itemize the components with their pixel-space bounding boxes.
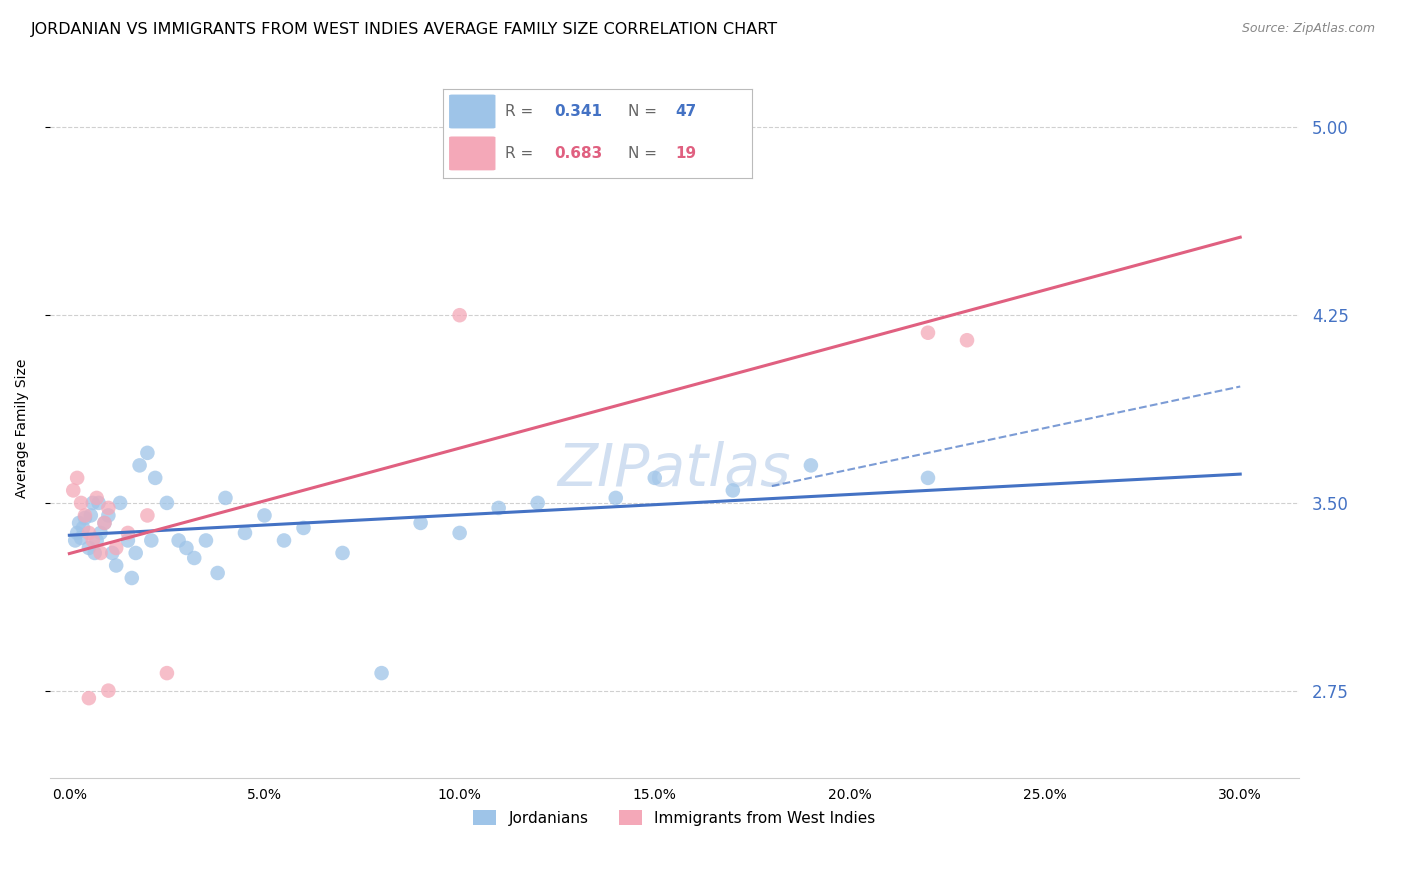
Point	[77, 525, 100, 540]
Point	[70, 531, 93, 545]
Text: N =: N =	[628, 104, 662, 119]
Text: 0.341: 0.341	[554, 104, 602, 119]
Text: R =: R =	[505, 146, 538, 161]
Point	[956, 333, 979, 347]
Point	[917, 471, 939, 485]
Point	[156, 666, 179, 681]
Point	[194, 533, 217, 548]
Point	[77, 691, 100, 706]
Point	[721, 483, 744, 498]
Point	[93, 516, 115, 530]
Text: 47: 47	[675, 104, 696, 119]
Point	[82, 533, 104, 548]
Point	[66, 471, 89, 485]
Point	[125, 546, 148, 560]
Point	[449, 525, 471, 540]
Point	[86, 491, 108, 505]
Text: Source: ZipAtlas.com: Source: ZipAtlas.com	[1241, 22, 1375, 36]
Point	[105, 541, 128, 555]
Point	[97, 683, 120, 698]
Point	[93, 516, 115, 530]
Point	[66, 525, 89, 540]
Point	[77, 541, 100, 555]
Point	[73, 508, 96, 523]
Point	[97, 508, 120, 523]
Point	[526, 496, 548, 510]
Point	[207, 566, 229, 580]
Point	[80, 508, 103, 523]
Text: 0.683: 0.683	[554, 146, 603, 161]
Text: 19: 19	[675, 146, 696, 161]
Point	[72, 521, 94, 535]
Point	[917, 326, 939, 340]
Point	[370, 666, 392, 681]
Point	[128, 458, 150, 473]
Point	[117, 533, 139, 548]
Point	[70, 496, 93, 510]
Point	[156, 496, 179, 510]
Point	[136, 508, 159, 523]
Point	[136, 446, 159, 460]
Text: R =: R =	[505, 104, 538, 119]
Point	[644, 471, 666, 485]
Point	[97, 500, 120, 515]
Point	[101, 546, 124, 560]
Point	[90, 546, 112, 560]
Point	[62, 483, 84, 498]
Point	[167, 533, 190, 548]
Point	[183, 551, 205, 566]
Text: ZIPatlas: ZIPatlas	[558, 442, 792, 499]
FancyBboxPatch shape	[449, 136, 495, 170]
Point	[332, 546, 354, 560]
Legend: Jordanians, Immigrants from West Indies: Jordanians, Immigrants from West Indies	[465, 803, 883, 834]
Point	[90, 525, 112, 540]
Point	[82, 496, 104, 510]
Point	[176, 541, 198, 555]
Text: JORDANIAN VS IMMIGRANTS FROM WEST INDIES AVERAGE FAMILY SIZE CORRELATION CHART: JORDANIAN VS IMMIGRANTS FROM WEST INDIES…	[31, 22, 778, 37]
Point	[63, 533, 86, 548]
Point	[73, 511, 96, 525]
Point	[214, 491, 236, 505]
Point	[143, 471, 166, 485]
Point	[87, 496, 110, 510]
Point	[488, 500, 510, 515]
Point	[83, 546, 105, 560]
Point	[67, 516, 90, 530]
Point	[141, 533, 163, 548]
Point	[105, 558, 128, 573]
Point	[253, 508, 276, 523]
Point	[117, 525, 139, 540]
Point	[409, 516, 432, 530]
Point	[121, 571, 143, 585]
Point	[605, 491, 627, 505]
Point	[86, 533, 108, 548]
Text: N =: N =	[628, 146, 662, 161]
Point	[273, 533, 295, 548]
Y-axis label: Average Family Size: Average Family Size	[15, 359, 30, 498]
FancyBboxPatch shape	[449, 95, 495, 128]
Point	[292, 521, 315, 535]
Point	[449, 308, 471, 322]
Point	[233, 525, 256, 540]
Point	[108, 496, 131, 510]
Point	[800, 458, 823, 473]
